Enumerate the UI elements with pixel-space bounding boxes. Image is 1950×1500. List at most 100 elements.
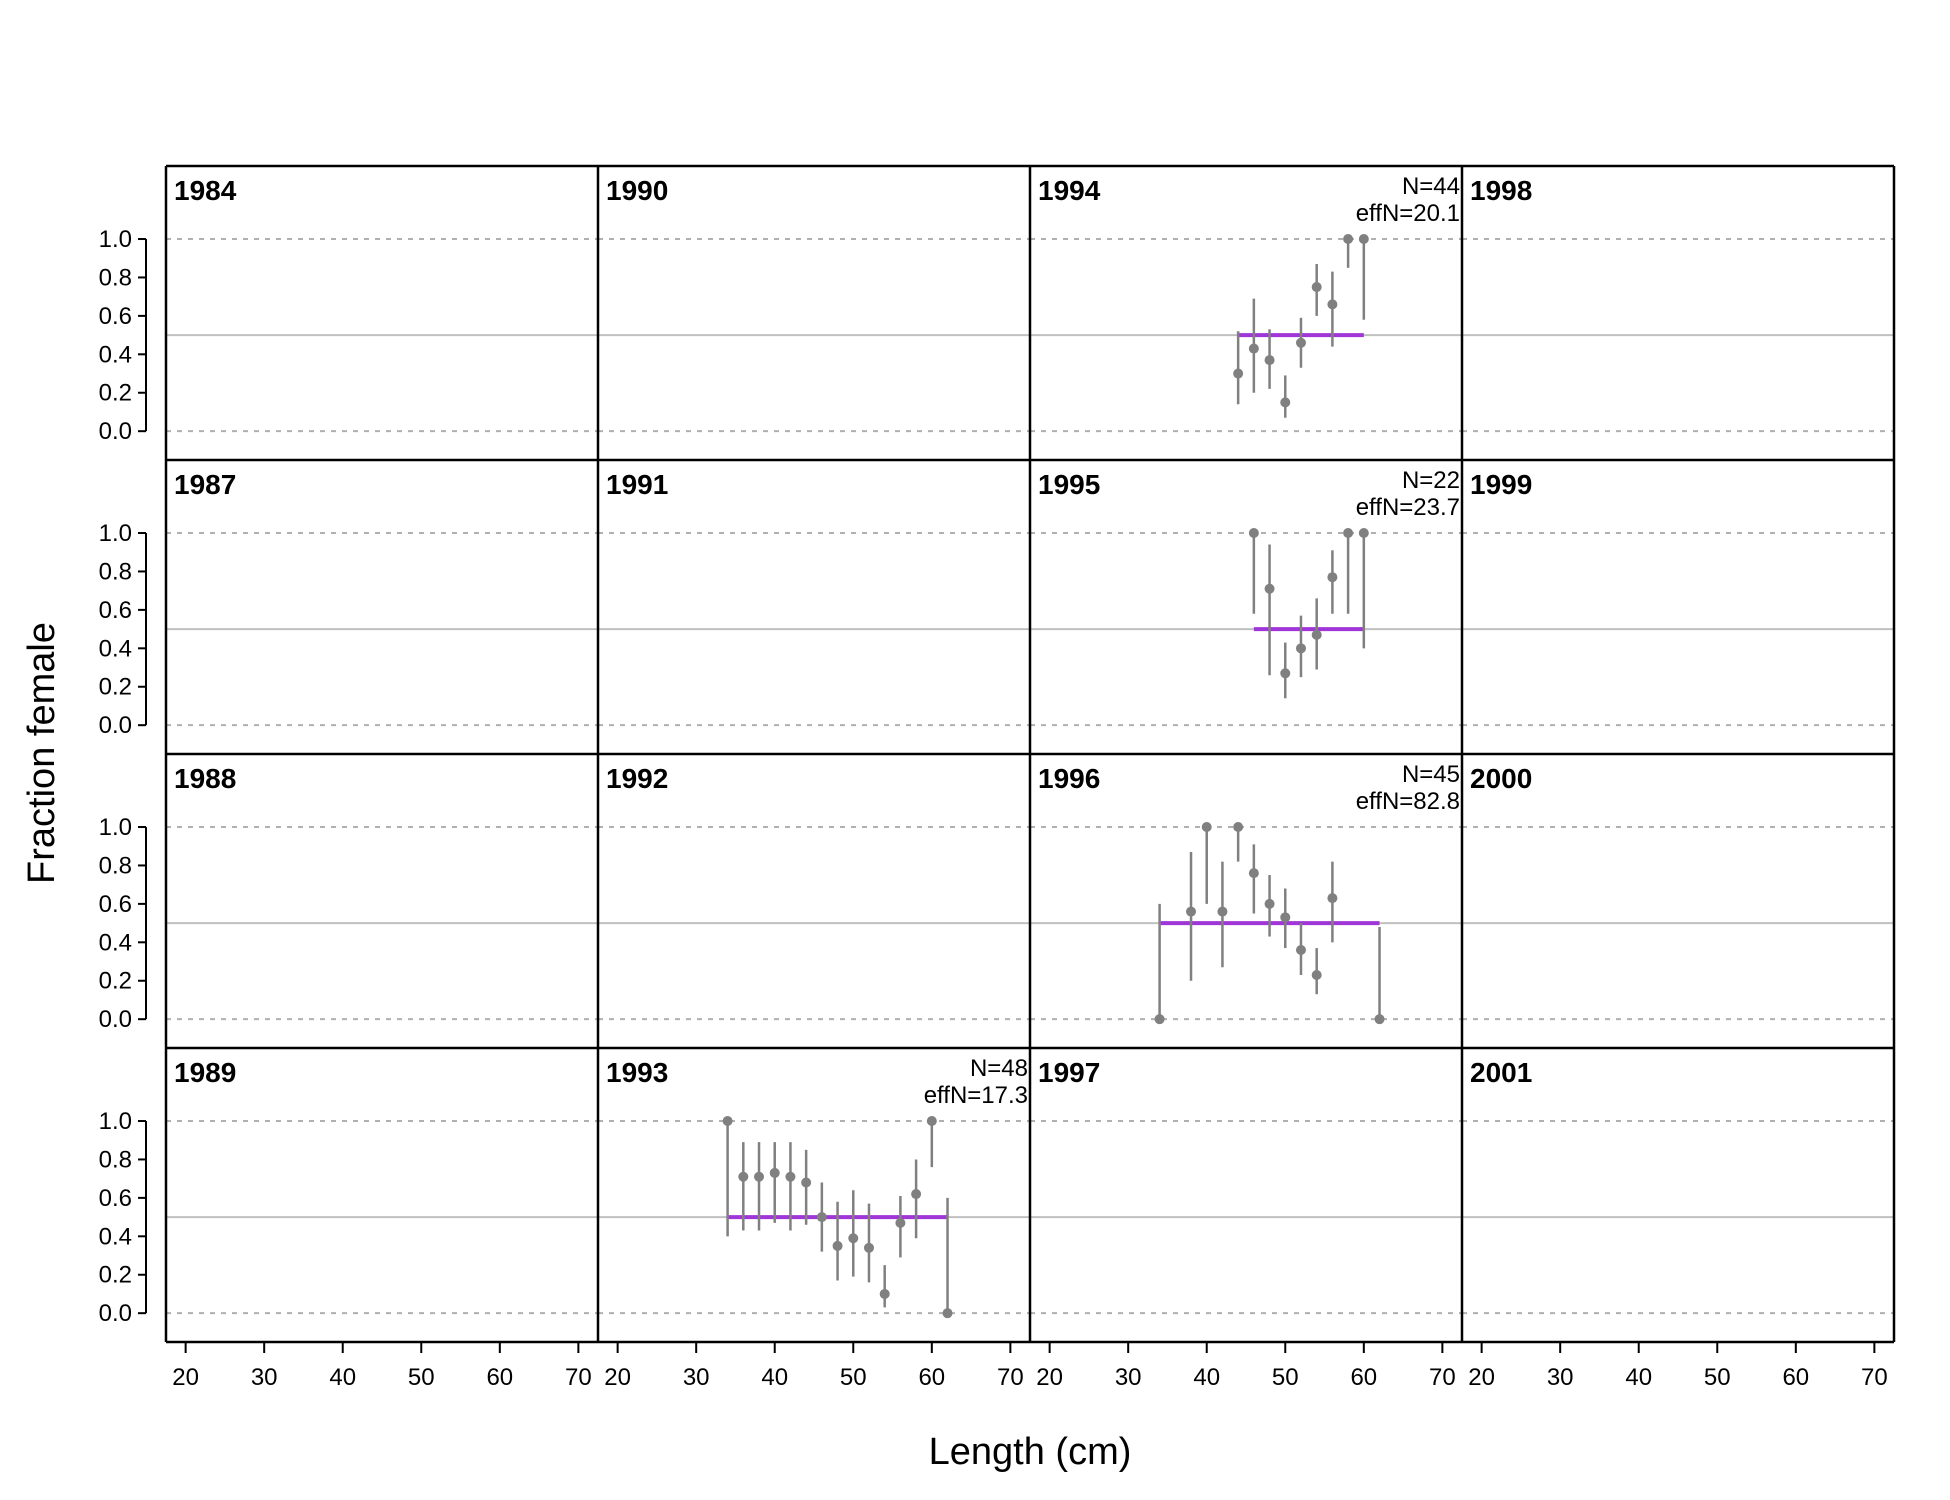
effective-n-label: effN=17.3 [924,1082,1028,1109]
x-tick-label: 40 [761,1364,788,1391]
panel-1989: 1989 [166,1057,598,1315]
data-point [1280,397,1291,408]
panel-title: 2001 [1470,1057,1532,1088]
effective-n-label: effN=20.1 [1356,200,1460,227]
data-point [1374,1014,1385,1025]
panel-title: 1990 [606,175,668,206]
data-point [1295,945,1306,955]
y-tick-label: 0.2 [99,968,132,995]
panel-1999: 1999 [1462,469,1894,727]
data-point [754,1171,765,1182]
y-tick-label: 1.0 [99,814,132,841]
effective-n-label: effN=82.8 [1356,788,1460,815]
data-point [801,1177,812,1188]
y-tick-label: 1.0 [99,520,132,547]
data-point [1264,583,1275,594]
panel-2000: 2000 [1462,763,1894,1021]
x-tick-label: 20 [1468,1364,1495,1391]
panel-title: 1995 [1038,469,1100,500]
data-point [1280,912,1291,923]
data-point [895,1217,906,1228]
x-tick-label: 30 [683,1364,710,1391]
data-point [1264,355,1275,366]
panel-1998: 1998 [1462,175,1894,433]
data-point [1201,822,1212,833]
data-point [1280,668,1291,679]
y-tick-label: 0.8 [99,1146,132,1173]
panel-1987: 1987 [166,469,598,727]
sample-size-label: N=45 [1402,761,1460,788]
panel-1991: 1991 [598,469,1030,727]
data-point [1343,234,1354,245]
data-point [1311,969,1322,980]
x-tick-label: 60 [1782,1364,1809,1391]
y-tick-label: 1.0 [99,226,132,253]
panel-1992: 1992 [598,763,1030,1021]
x-tick-label: 60 [486,1364,513,1391]
data-point [832,1240,843,1251]
data-point [769,1167,780,1178]
data-point [1186,906,1197,917]
x-tick-label: 70 [1429,1364,1456,1391]
data-point [816,1212,827,1223]
data-point [738,1171,749,1182]
x-axis-title: Length (cm) [929,1431,1132,1473]
panel-title: 1988 [174,763,236,794]
panel-title: 1989 [174,1057,236,1088]
x-tick-label: 50 [408,1364,435,1391]
axes-layer: 0.0 0.2 0.4 0.6 0.8 1.0 0.0 0.2 0.4 0.6 0.8 1.0 0.0 0… [99,164,1896,1391]
panel-title: 1992 [606,763,668,794]
x-tick-label: 30 [251,1364,278,1391]
panel-title: 1996 [1038,763,1100,794]
data-point [1248,343,1259,354]
y-axis-title: Fraction female [21,622,63,884]
sample-size-label: N=44 [1402,173,1460,200]
x-tick-label: 70 [1861,1364,1888,1391]
data-point [1343,528,1354,539]
x-tick-label: 30 [1547,1364,1574,1391]
data-point [1327,572,1338,583]
panel-title: 1984 [174,175,237,206]
y-tick-label: 0.6 [99,303,132,330]
y-tick-label: 0.8 [99,264,132,291]
x-tick-label: 70 [997,1364,1024,1391]
x-tick-label: 50 [840,1364,867,1391]
data-point [1311,629,1322,640]
data-point [1295,643,1306,654]
data-point [1295,337,1306,348]
x-tick-label: 60 [918,1364,945,1391]
y-tick-label: 0.4 [99,929,132,956]
data-point [1358,528,1369,539]
panel-2001: 2001 [1462,1057,1894,1315]
data-point [1217,906,1228,917]
sample-size-label: N=22 [1402,467,1460,494]
panel-1990: 1990 [598,175,1030,433]
data-point [785,1171,796,1182]
data-point [942,1308,953,1319]
panel-1984: 1984 [166,175,598,433]
panel-title: 1991 [606,469,668,500]
y-tick-label: 0.4 [99,635,132,662]
x-tick-label: 50 [1704,1364,1731,1391]
y-tick-label: 0.8 [99,558,132,585]
x-tick-label: 40 [1193,1364,1220,1391]
data-point [1327,299,1338,310]
data-point [1233,368,1244,379]
y-tick-label: 0.2 [99,674,132,701]
data-point [1233,822,1244,833]
x-tick-label: 30 [1115,1364,1142,1391]
data-point [1154,1014,1165,1025]
panel-title: 1987 [174,469,236,500]
panel-title: 1994 [1038,175,1101,206]
x-tick-label: 40 [1625,1364,1652,1391]
data-point [1358,234,1369,245]
data-point [1248,528,1259,539]
x-tick-label: 50 [1272,1364,1299,1391]
data-point [879,1288,890,1299]
